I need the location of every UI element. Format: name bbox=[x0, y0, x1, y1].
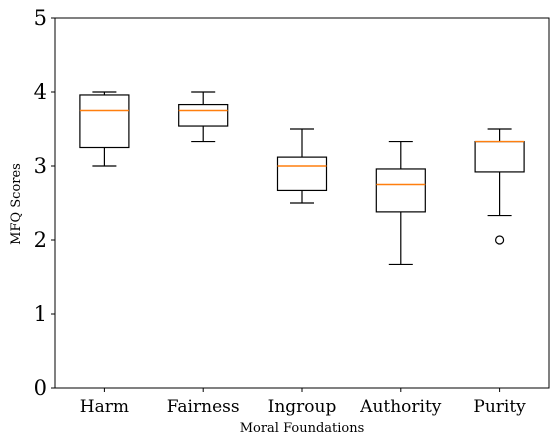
y-tick-label: 0 bbox=[34, 376, 47, 400]
iqr-box bbox=[178, 103, 229, 127]
iqr-box bbox=[276, 156, 328, 192]
y-axis: 0 1 2 3 4 5 bbox=[34, 6, 55, 400]
y-tick-label: 5 bbox=[34, 6, 47, 30]
x-tick-label-ingroup: Ingroup bbox=[268, 397, 337, 417]
y-tick-label: 3 bbox=[34, 154, 47, 178]
x-tick-label-purity: Purity bbox=[473, 397, 526, 417]
x-tick-label-authority: Authority bbox=[359, 397, 442, 417]
x-tick-label-harm: Harm bbox=[80, 397, 129, 417]
box-fairness bbox=[178, 91, 229, 143]
x-axis-title: Moral Foundations bbox=[240, 421, 365, 436]
y-tick-label: 4 bbox=[34, 80, 47, 104]
y-tick-label: 1 bbox=[34, 302, 47, 326]
plot-area bbox=[54, 17, 550, 389]
iqr-box bbox=[375, 168, 426, 213]
box-purity bbox=[474, 128, 525, 245]
box-harm bbox=[79, 91, 130, 167]
box-ingroup bbox=[276, 128, 328, 204]
x-tick-label-fairness: Fairness bbox=[167, 397, 240, 417]
x-axis: Harm Fairness Ingroup Authority Purity bbox=[80, 388, 526, 417]
iqr-box bbox=[474, 140, 525, 173]
outlier-point bbox=[495, 235, 505, 245]
y-tick-label: 2 bbox=[34, 228, 47, 252]
iqr-box bbox=[79, 94, 130, 149]
box-authority bbox=[375, 140, 426, 266]
y-axis-title: MFQ Scores bbox=[9, 163, 24, 245]
